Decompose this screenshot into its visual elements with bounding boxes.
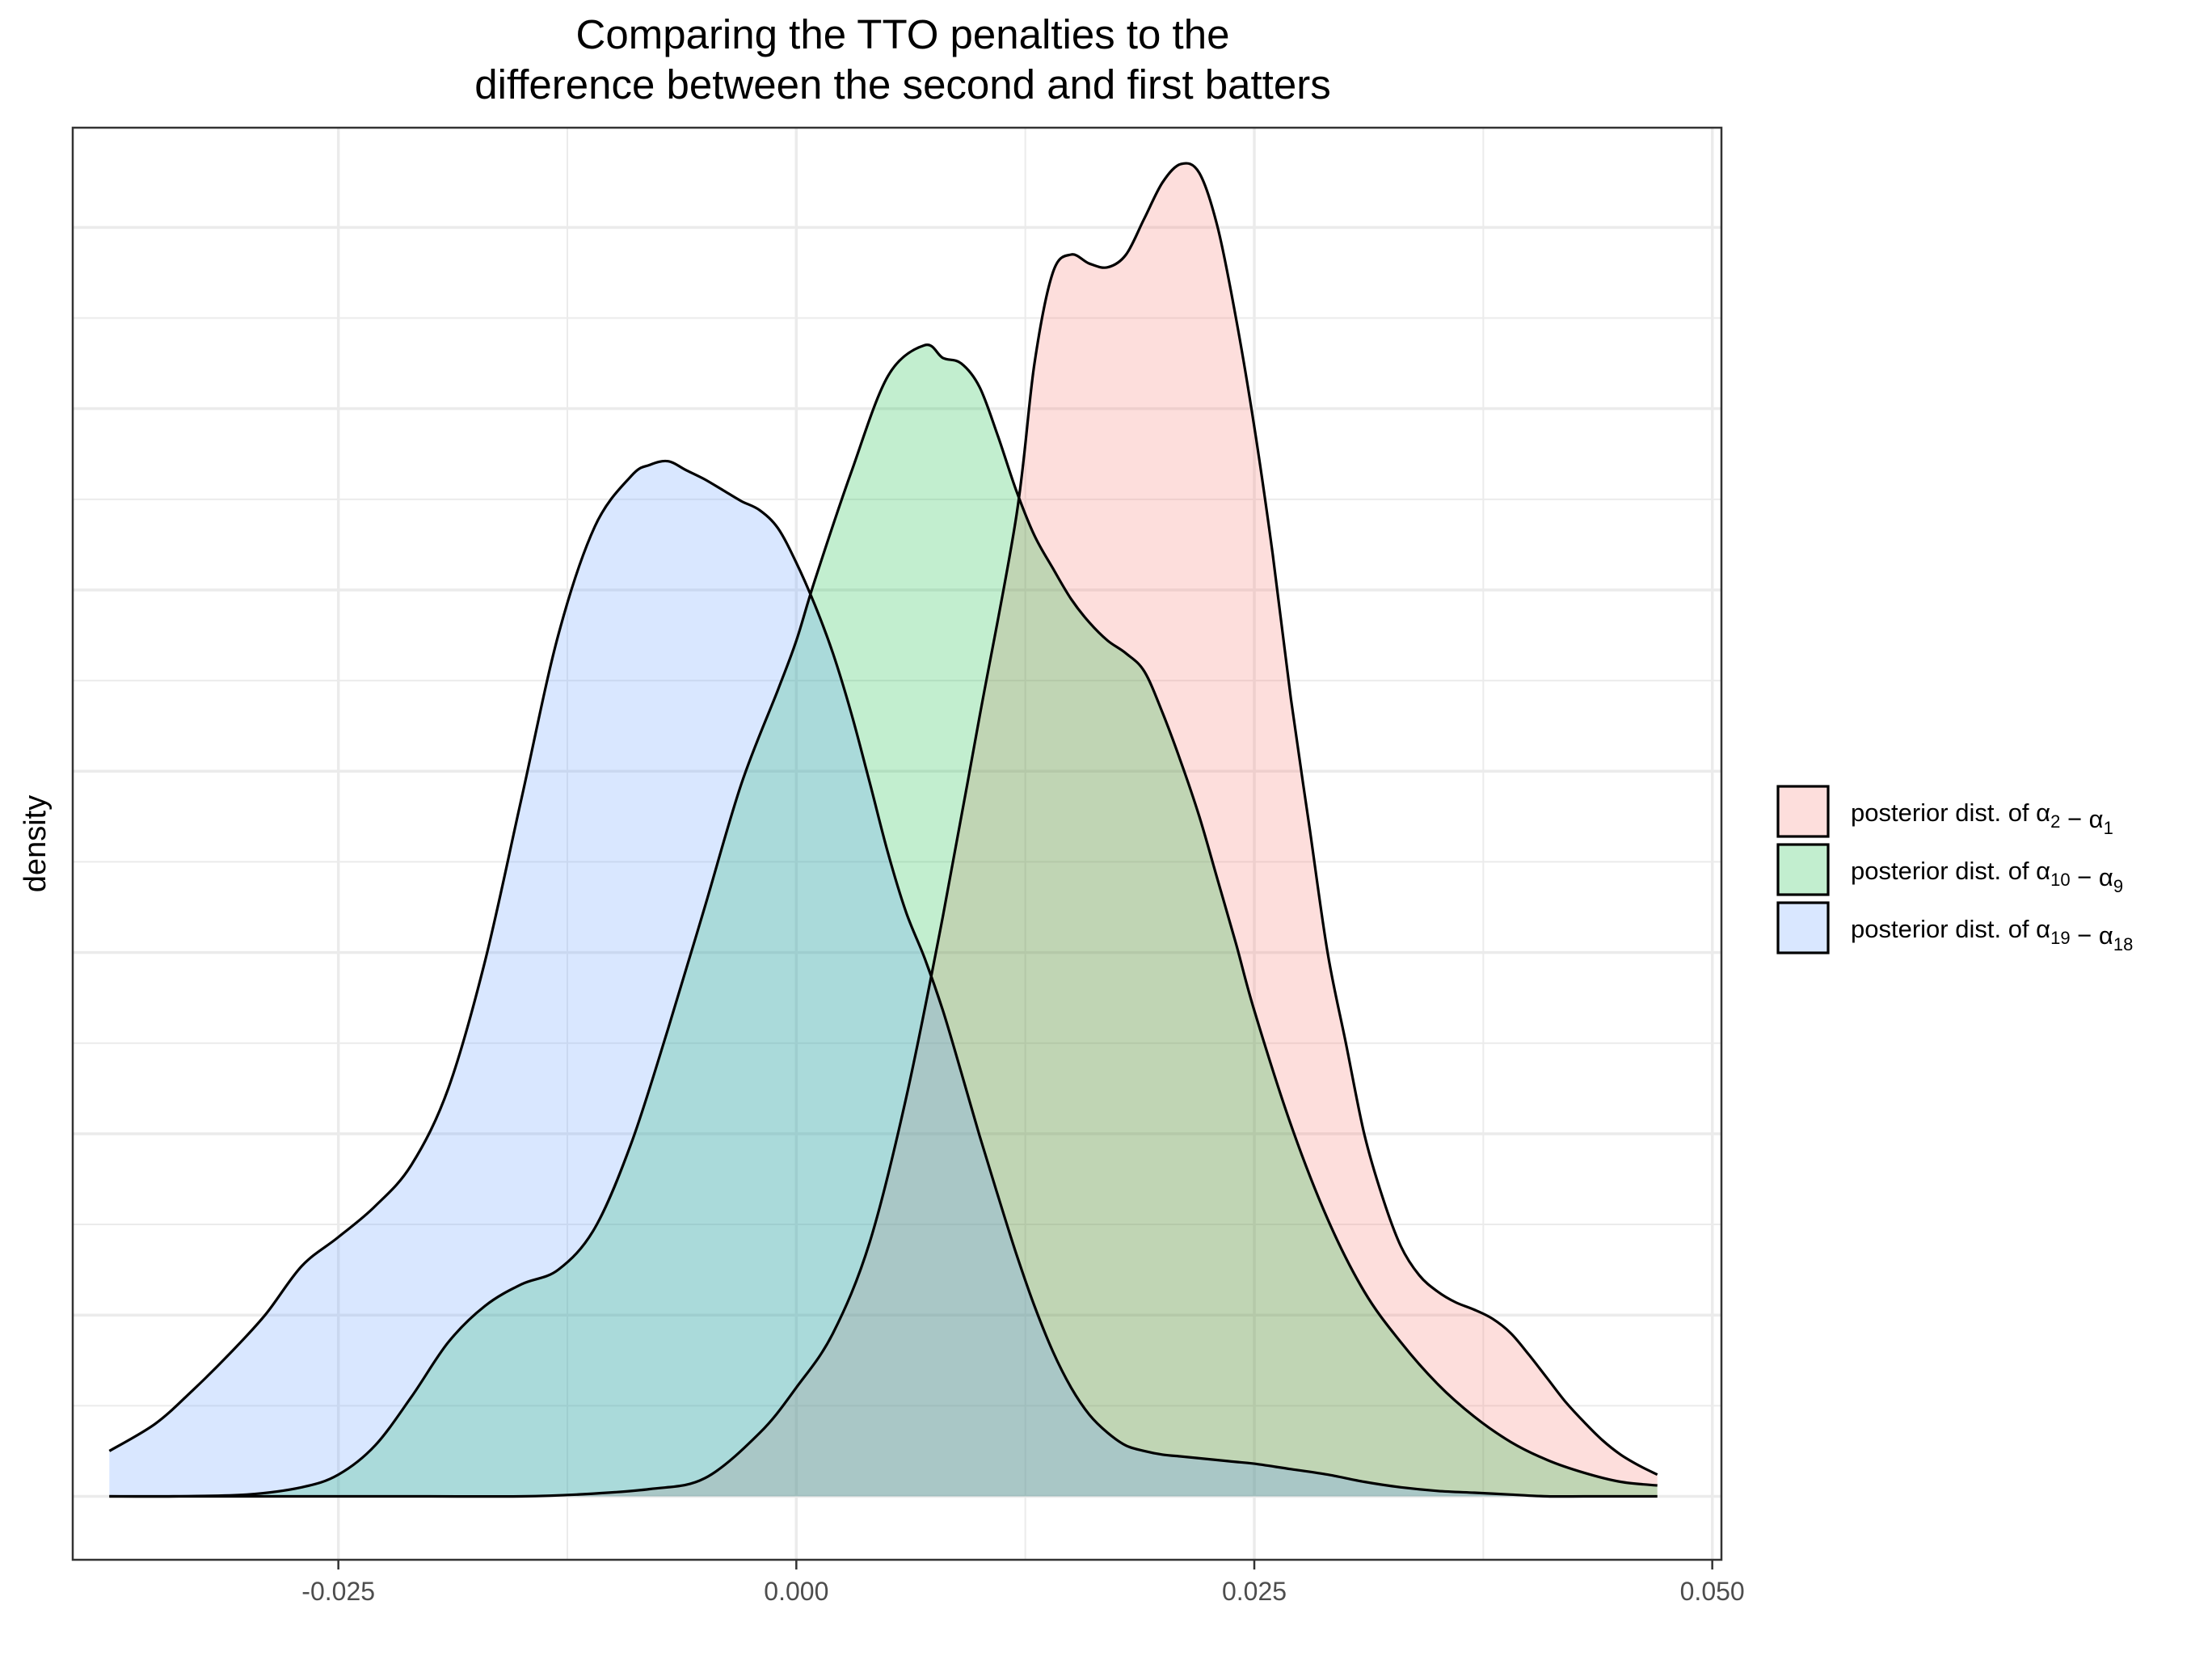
legend-key-background	[1776, 901, 1830, 954]
x-tick-label: 0.050	[1680, 1577, 1745, 1606]
x-axis-ticks: -0.025 0.000 0.025 0.050	[301, 1560, 1745, 1606]
plot-panel-border	[71, 126, 1723, 1561]
legend-key-swatch	[1776, 843, 1830, 896]
legend-entry-label: posterior dist. of α10 − α9	[1851, 857, 2123, 896]
minor-gridlines	[73, 128, 1721, 1560]
legend-key-swatch	[1776, 901, 1830, 954]
legend-key-swatch	[1776, 785, 1830, 838]
density-area-series-3	[109, 461, 1658, 1497]
density-area-series-2	[109, 344, 1658, 1497]
legend-key-background	[1776, 785, 1830, 838]
legend-entry-label: posterior dist. of α19 − α18	[1851, 915, 2133, 954]
density-area-series-1	[109, 162, 1658, 1497]
x-tick-label: 0.000	[764, 1577, 828, 1606]
x-tick-label: -0.025	[301, 1577, 375, 1606]
density-line-series-2	[109, 343, 1658, 1498]
legend-key-background	[1776, 843, 1830, 896]
density-line-series-1	[109, 162, 1658, 1498]
chart-title-line-1: Comparing the TTO penalties to the	[576, 11, 1230, 57]
chart-title-line-2: difference between the second and first …	[474, 61, 1330, 107]
x-tick-label: 0.025	[1222, 1577, 1287, 1606]
density-areas	[108, 162, 1658, 1498]
density-line-series-3	[108, 459, 1658, 1498]
legend-entry-label: posterior dist. of α2 − α1	[1851, 798, 2113, 838]
legend: posterior dist. of α2 − α1 posterior dist…	[1776, 785, 2133, 954]
plot-panel-background	[73, 128, 1721, 1560]
y-axis-label: density	[19, 795, 53, 892]
